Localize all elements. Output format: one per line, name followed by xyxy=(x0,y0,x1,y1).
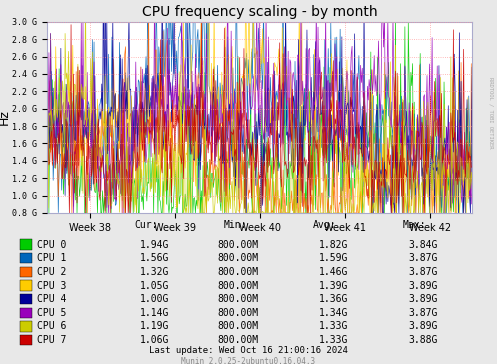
Text: 1.32G: 1.32G xyxy=(140,267,169,277)
Text: CPU 5: CPU 5 xyxy=(37,308,67,318)
Text: 1.14G: 1.14G xyxy=(140,308,169,318)
Bar xyxy=(20,267,32,277)
Title: CPU frequency scaling - by month: CPU frequency scaling - by month xyxy=(142,5,378,19)
Text: 3.89G: 3.89G xyxy=(408,294,437,304)
Text: CPU 4: CPU 4 xyxy=(37,294,67,304)
Text: 800.00M: 800.00M xyxy=(217,267,258,277)
Text: 1.05G: 1.05G xyxy=(140,281,169,290)
Text: 1.33G: 1.33G xyxy=(319,321,348,332)
Bar xyxy=(20,335,32,345)
Y-axis label: Hz: Hz xyxy=(0,110,11,125)
Text: 3.89G: 3.89G xyxy=(408,321,437,332)
Text: CPU 2: CPU 2 xyxy=(37,267,67,277)
Text: 800.00M: 800.00M xyxy=(217,321,258,332)
Text: Munin 2.0.25-2ubuntu0.16.04.3: Munin 2.0.25-2ubuntu0.16.04.3 xyxy=(181,356,316,364)
Text: 800.00M: 800.00M xyxy=(217,253,258,263)
Bar xyxy=(20,253,32,264)
Text: Max:: Max: xyxy=(403,220,426,230)
Text: 3.87G: 3.87G xyxy=(408,253,437,263)
Text: 1.39G: 1.39G xyxy=(319,281,348,290)
Text: 800.00M: 800.00M xyxy=(217,294,258,304)
Text: Last update: Wed Oct 16 21:00:16 2024: Last update: Wed Oct 16 21:00:16 2024 xyxy=(149,346,348,355)
Text: 800.00M: 800.00M xyxy=(217,335,258,345)
Bar xyxy=(20,308,32,318)
Text: 800.00M: 800.00M xyxy=(217,240,258,250)
Text: 1.46G: 1.46G xyxy=(319,267,348,277)
Text: 3.89G: 3.89G xyxy=(408,281,437,290)
Text: Min:: Min: xyxy=(224,220,247,230)
Text: 800.00M: 800.00M xyxy=(217,281,258,290)
Text: 3.87G: 3.87G xyxy=(408,308,437,318)
Text: CPU 3: CPU 3 xyxy=(37,281,67,290)
Text: 1.59G: 1.59G xyxy=(319,253,348,263)
Text: 1.56G: 1.56G xyxy=(140,253,169,263)
Bar xyxy=(20,294,32,304)
Text: CPU 6: CPU 6 xyxy=(37,321,67,332)
Text: Cur:: Cur: xyxy=(134,220,158,230)
Text: 1.82G: 1.82G xyxy=(319,240,348,250)
Bar xyxy=(20,280,32,291)
Text: CPU 1: CPU 1 xyxy=(37,253,67,263)
Text: 1.34G: 1.34G xyxy=(319,308,348,318)
Text: 800.00M: 800.00M xyxy=(217,308,258,318)
Text: 3.87G: 3.87G xyxy=(408,267,437,277)
Text: 1.19G: 1.19G xyxy=(140,321,169,332)
Text: 1.94G: 1.94G xyxy=(140,240,169,250)
Text: RRDTOOL / TOBI OETIKER: RRDTOOL / TOBI OETIKER xyxy=(489,77,494,149)
Text: Avg:: Avg: xyxy=(313,220,336,230)
Text: 3.84G: 3.84G xyxy=(408,240,437,250)
Text: 1.00G: 1.00G xyxy=(140,294,169,304)
Text: 1.33G: 1.33G xyxy=(319,335,348,345)
Text: 1.06G: 1.06G xyxy=(140,335,169,345)
Bar xyxy=(20,240,32,250)
Bar xyxy=(20,321,32,332)
Text: 3.88G: 3.88G xyxy=(408,335,437,345)
Text: CPU 7: CPU 7 xyxy=(37,335,67,345)
Text: 1.36G: 1.36G xyxy=(319,294,348,304)
Text: CPU 0: CPU 0 xyxy=(37,240,67,250)
